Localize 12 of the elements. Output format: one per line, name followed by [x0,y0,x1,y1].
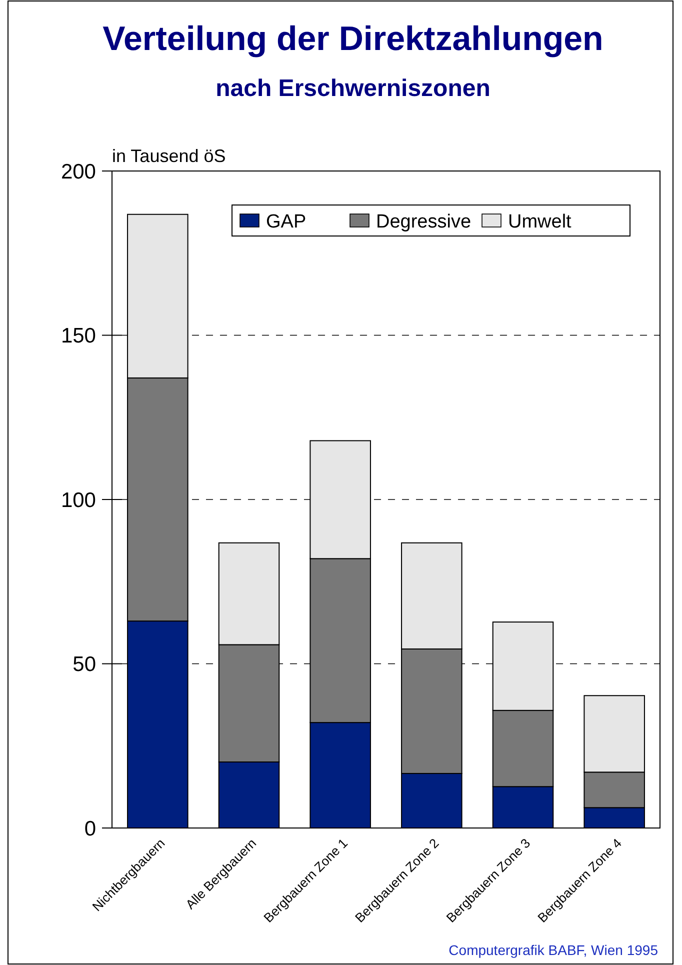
y-tick-label: 150 [60,324,96,348]
y-tick-label: 200 [60,160,96,184]
chart-subtitle: nach Erschwerniszonen [216,75,490,102]
chart-title: Verteilung der Direktzahlungen [102,20,604,58]
legend-label: Umwelt [508,212,572,233]
legend-label: Degressive [376,212,472,233]
text: Computergrafik BABF, Wien 1995 [448,942,658,958]
y-tick-label: 50 [72,653,96,676]
y-tick-label: 0 [84,817,96,840]
y-tick-label: 100 [60,488,96,512]
legend-label: GAP [266,212,306,233]
y-axis-title: in Tausend öS [112,146,226,166]
